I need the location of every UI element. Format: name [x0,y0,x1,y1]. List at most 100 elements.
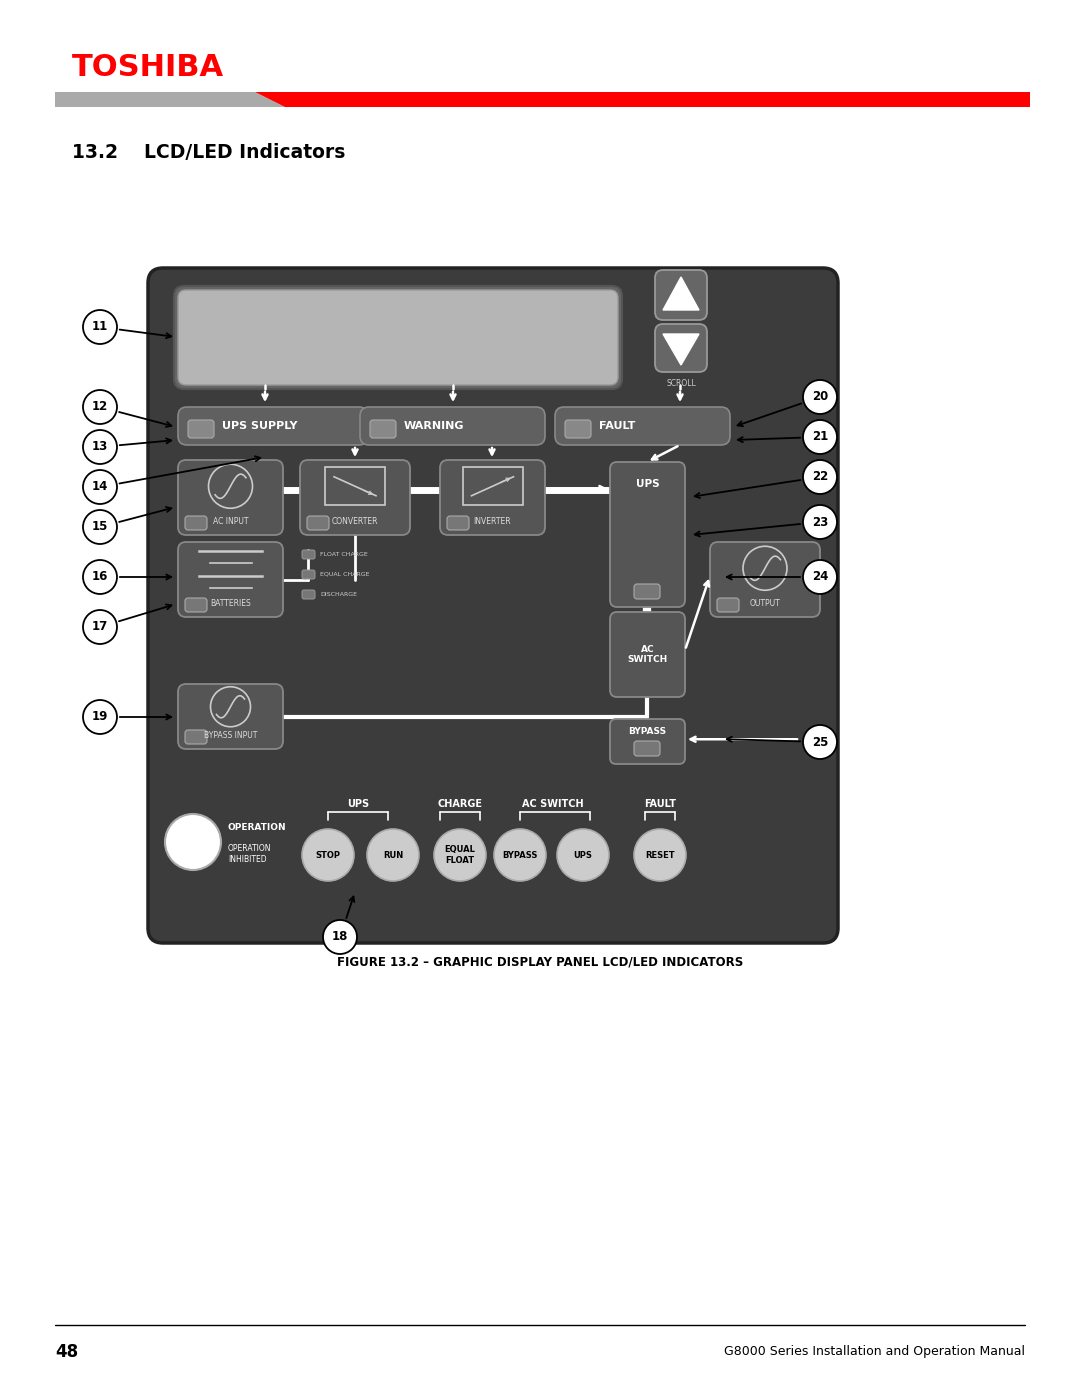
FancyBboxPatch shape [178,291,618,386]
Ellipse shape [434,828,486,882]
Text: FAULT: FAULT [644,799,676,809]
Text: 23: 23 [812,515,828,528]
Text: FAULT: FAULT [599,420,635,432]
Text: 20: 20 [812,391,828,404]
FancyBboxPatch shape [565,420,591,439]
Text: EQUAL CHARGE: EQUAL CHARGE [320,571,369,577]
FancyBboxPatch shape [185,515,207,529]
Circle shape [83,700,117,733]
Circle shape [83,510,117,543]
FancyBboxPatch shape [654,270,707,320]
Circle shape [83,469,117,504]
FancyBboxPatch shape [178,407,368,446]
Text: TOSHIBA: TOSHIBA [72,53,225,81]
Text: UPS: UPS [347,799,369,809]
Text: RUN: RUN [383,851,403,859]
Text: FIGURE 13.2 – GRAPHIC DISPLAY PANEL LCD/LED INDICATORS: FIGURE 13.2 – GRAPHIC DISPLAY PANEL LCD/… [337,956,743,968]
Text: RESET: RESET [645,851,675,859]
Text: OPERATION: OPERATION [228,823,286,831]
FancyBboxPatch shape [307,515,329,529]
Circle shape [83,560,117,594]
FancyBboxPatch shape [710,542,820,617]
Bar [462,467,523,506]
Circle shape [804,380,837,414]
FancyBboxPatch shape [634,584,660,599]
Text: 13: 13 [92,440,108,454]
Polygon shape [55,92,285,108]
FancyBboxPatch shape [370,420,396,439]
Circle shape [83,430,117,464]
Text: 21: 21 [812,430,828,443]
Text: UPS: UPS [636,479,659,489]
Text: CONVERTER: CONVERTER [332,517,378,525]
FancyBboxPatch shape [610,462,685,608]
FancyBboxPatch shape [447,515,469,529]
Text: 11: 11 [92,320,108,334]
FancyBboxPatch shape [610,719,685,764]
Text: 13.2    LCD/LED Indicators: 13.2 LCD/LED Indicators [72,142,346,162]
Text: 16: 16 [92,570,108,584]
FancyBboxPatch shape [178,460,283,535]
FancyBboxPatch shape [360,407,545,446]
FancyBboxPatch shape [300,460,410,535]
Ellipse shape [494,828,546,882]
Ellipse shape [634,828,686,882]
Text: EQUAL
FLOAT: EQUAL FLOAT [445,845,475,865]
FancyBboxPatch shape [610,612,685,697]
Circle shape [323,921,357,954]
Text: 17: 17 [92,620,108,633]
Text: FLOAT CHARGE: FLOAT CHARGE [320,552,368,557]
FancyBboxPatch shape [717,598,739,612]
Text: AC INPUT: AC INPUT [213,517,248,525]
Text: OUTPUT: OUTPUT [750,598,781,608]
FancyBboxPatch shape [440,460,545,535]
Text: 14: 14 [92,481,108,493]
Circle shape [83,310,117,344]
Text: 24: 24 [812,570,828,584]
Ellipse shape [367,828,419,882]
Text: AC SWITCH: AC SWITCH [523,799,584,809]
Circle shape [804,460,837,495]
Bar [325,467,384,506]
FancyBboxPatch shape [555,407,730,446]
FancyBboxPatch shape [302,570,315,578]
Circle shape [804,560,837,594]
Text: OPERATION
INHIBITED: OPERATION INHIBITED [228,844,271,863]
Text: BYPASS: BYPASS [502,851,538,859]
Ellipse shape [557,828,609,882]
FancyBboxPatch shape [302,550,315,559]
Circle shape [83,390,117,425]
Text: BYPASS: BYPASS [629,726,666,735]
Text: STOP: STOP [315,851,340,859]
FancyBboxPatch shape [178,542,283,617]
Text: SCROLL: SCROLL [666,380,696,388]
Text: G8000 Series Installation and Operation Manual: G8000 Series Installation and Operation … [724,1345,1025,1358]
Text: WARNING: WARNING [404,420,464,432]
Text: INVERTER: INVERTER [474,517,511,525]
Ellipse shape [302,828,354,882]
Text: 18: 18 [332,930,348,943]
Polygon shape [663,334,699,365]
Text: UPS SUPPLY: UPS SUPPLY [222,420,297,432]
Polygon shape [255,92,1030,108]
Polygon shape [663,277,699,310]
Text: CHARGE: CHARGE [437,799,483,809]
Text: 48: 48 [55,1343,78,1361]
Text: 19: 19 [92,711,108,724]
Text: 22: 22 [812,471,828,483]
FancyBboxPatch shape [302,590,315,599]
FancyBboxPatch shape [148,268,838,943]
FancyBboxPatch shape [185,598,207,612]
FancyBboxPatch shape [188,420,214,439]
Circle shape [804,420,837,454]
Text: 15: 15 [92,521,108,534]
Circle shape [804,725,837,759]
Text: DISCHARGE: DISCHARGE [320,592,357,597]
Circle shape [83,610,117,644]
Text: UPS: UPS [573,851,593,859]
Circle shape [804,504,837,539]
Text: BYPASS INPUT: BYPASS INPUT [204,731,257,739]
FancyBboxPatch shape [634,740,660,756]
FancyBboxPatch shape [174,286,622,388]
Circle shape [165,814,221,870]
